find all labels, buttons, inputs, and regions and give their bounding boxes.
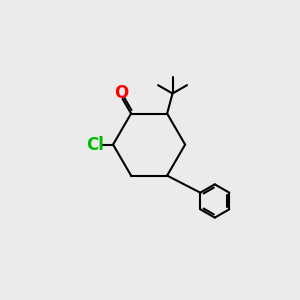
Text: Cl: Cl [86, 136, 104, 154]
Text: O: O [114, 84, 129, 102]
